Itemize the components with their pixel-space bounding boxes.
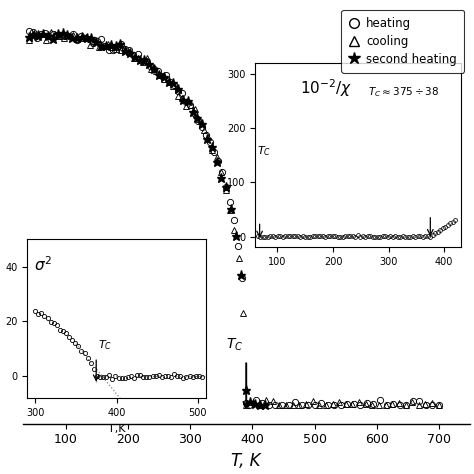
X-axis label: T, K: T, K <box>231 452 261 470</box>
Legend: heating, cooling, second heating: heating, cooling, second heating <box>341 10 464 73</box>
Text: $T_C$: $T_C$ <box>227 337 244 353</box>
